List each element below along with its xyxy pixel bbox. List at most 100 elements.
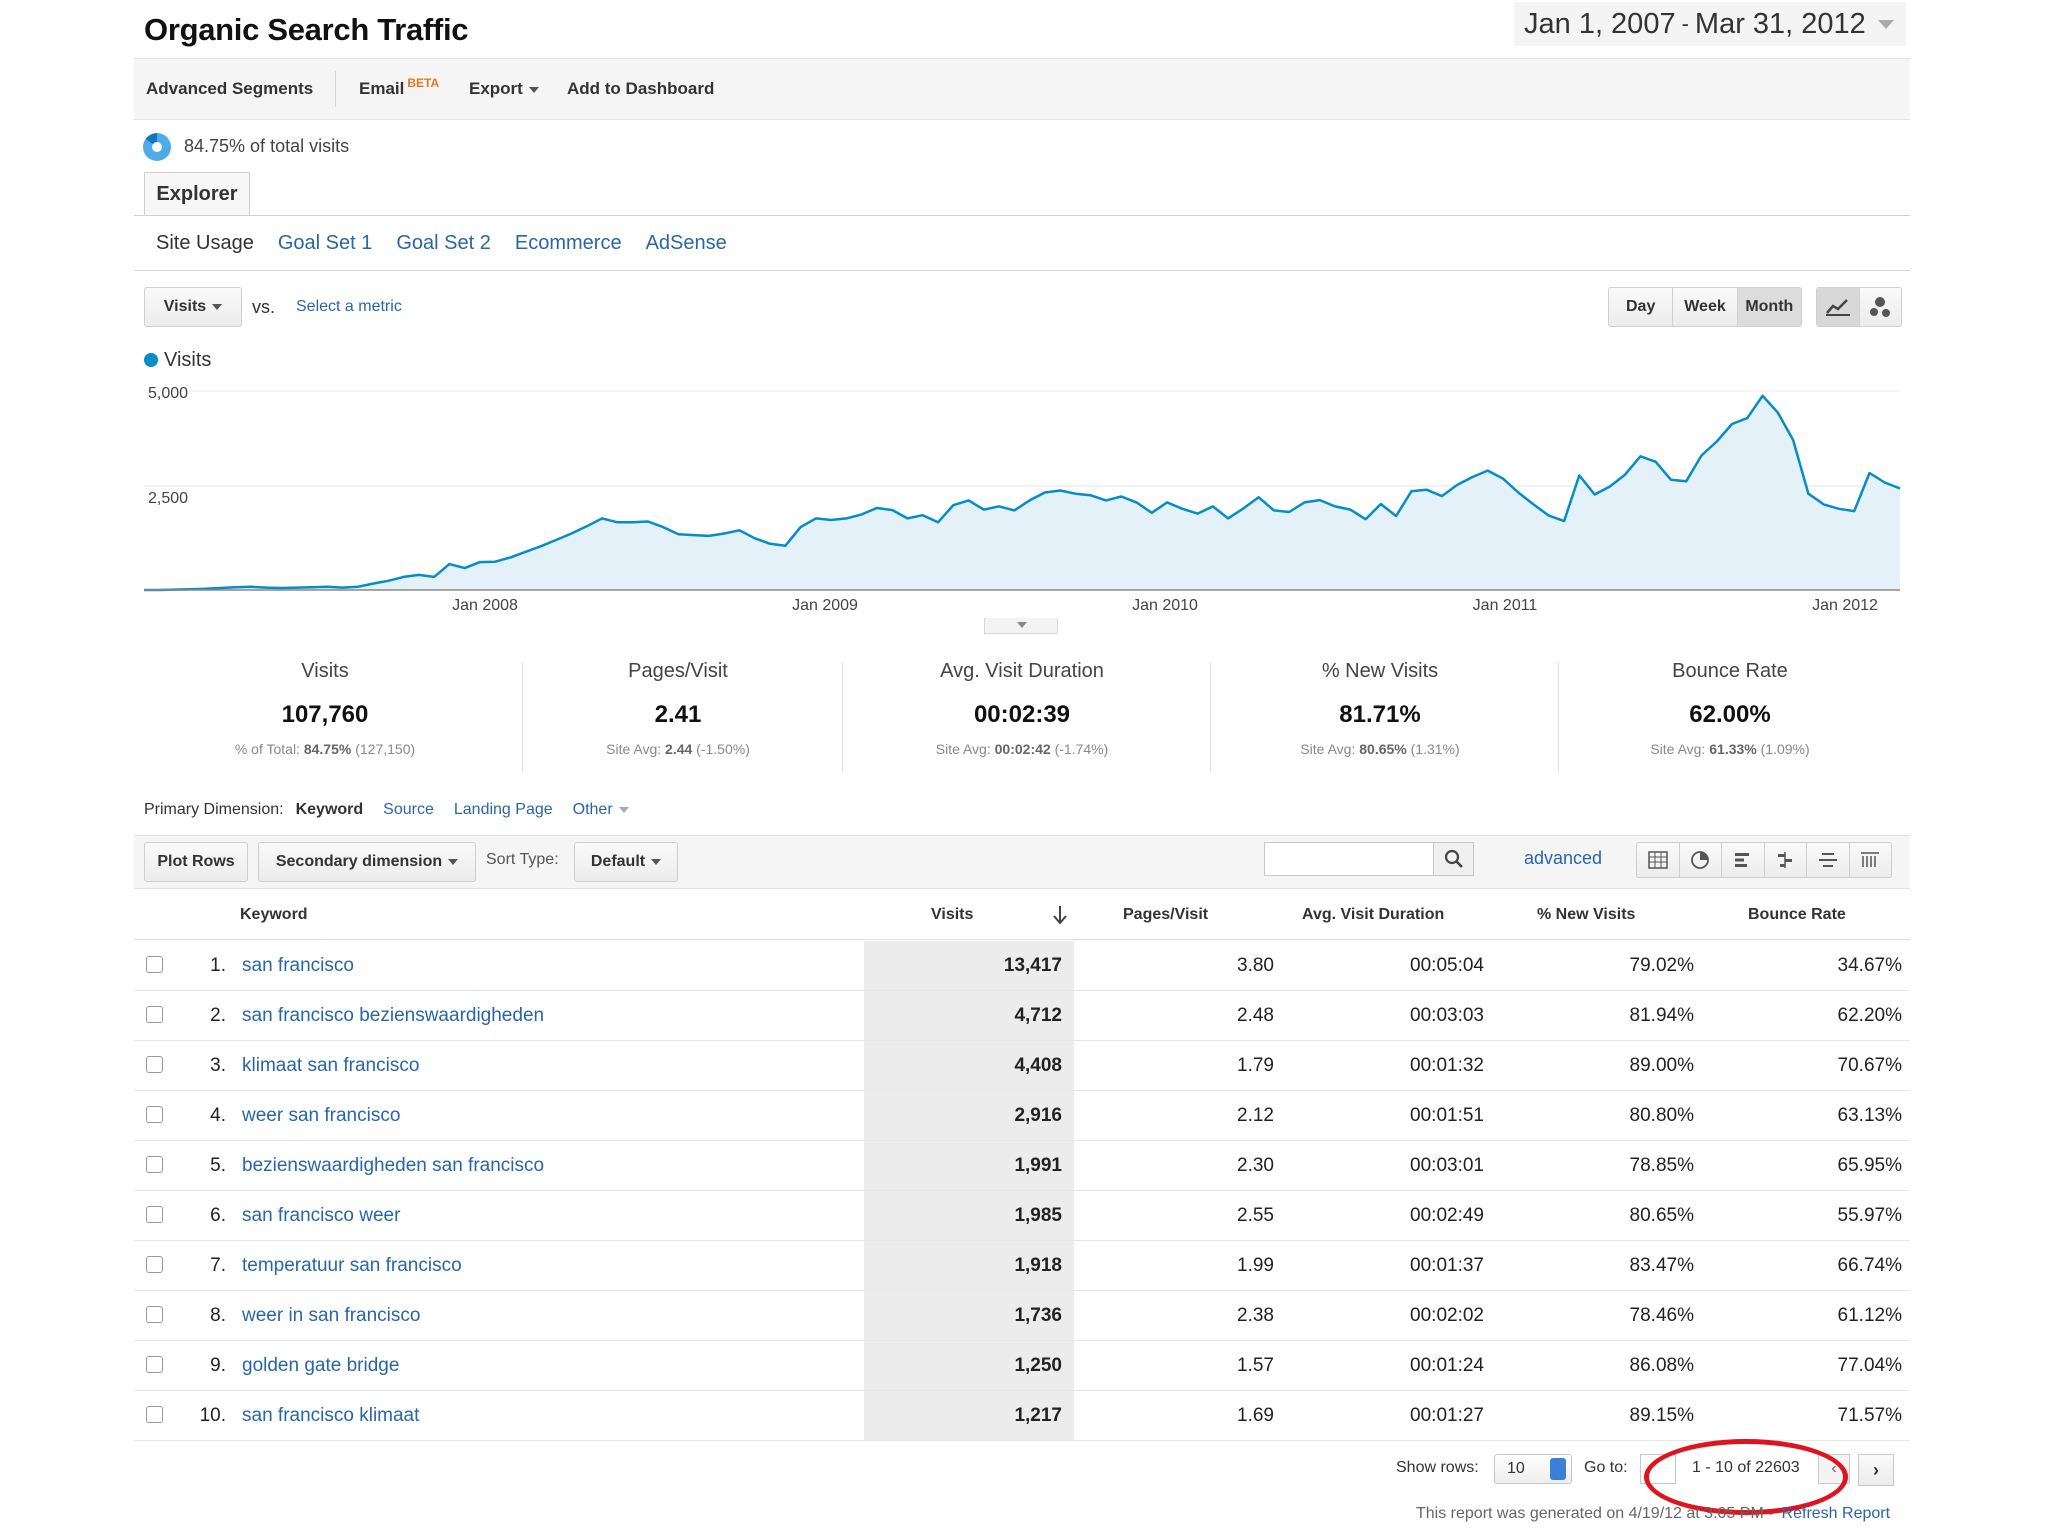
scorecard-label: Pages/Visit	[628, 660, 728, 682]
line-chart-button[interactable]	[1817, 288, 1859, 326]
row-checkbox[interactable]	[146, 1406, 163, 1423]
period-week-button[interactable]: Week	[1672, 288, 1737, 326]
keyword-link[interactable]: weer san francisco	[242, 1105, 401, 1126]
total-visits-share: 84.75% of total visits	[184, 136, 350, 156]
table-row: 8. weer in san francisco 1,736 2.38 00:02:02…	[134, 1291, 1910, 1341]
add-to-dashboard-button[interactable]: Add to Dashboard	[567, 79, 715, 98]
col-pages-visit[interactable]: Pages/Visit	[1123, 906, 1209, 923]
cell-new-visits: 79.02%	[1629, 955, 1694, 976]
scorecard-sub: % of Total: 84.75% (127,150)	[234, 741, 416, 757]
cell-new-visits: 78.46%	[1629, 1305, 1694, 1326]
y-tick-label: 2,500	[148, 490, 188, 507]
period-day-button[interactable]: Day	[1609, 288, 1673, 326]
email-button[interactable]: Email BETA	[359, 76, 439, 99]
keyword-link[interactable]: san francisco bezienswaardigheden	[242, 1005, 545, 1026]
dimension-source[interactable]: Source	[383, 801, 434, 818]
pivot-icon	[1861, 852, 1880, 867]
chevron-down-icon	[1877, 19, 1894, 29]
scorecard-label: % New Visits	[1321, 660, 1439, 682]
row-number: 5.	[210, 1155, 226, 1176]
row-checkbox[interactable]	[146, 1256, 163, 1273]
plot-rows-button[interactable]: Plot Rows	[144, 842, 248, 882]
sort-type-select[interactable]: Default	[574, 842, 678, 882]
cell-pages-visit: 2.38	[1237, 1305, 1274, 1326]
subtab-adsense[interactable]: AdSense	[645, 232, 727, 254]
advanced-segments-button[interactable]: Advanced Segments	[146, 79, 314, 98]
table-search-input[interactable]	[1264, 842, 1434, 876]
motion-chart-button[interactable]	[1858, 288, 1901, 326]
metric-select-button[interactable]: Visits	[144, 287, 242, 327]
subtab-site-usage[interactable]: Site Usage	[156, 232, 254, 254]
keyword-link[interactable]: klimaat san francisco	[242, 1055, 420, 1076]
tab-explorer[interactable]: Explorer	[144, 172, 250, 216]
row-checkbox[interactable]	[146, 1156, 163, 1173]
x-tick-label: Jan 2009	[792, 597, 858, 614]
visits-column-bg	[864, 1391, 1074, 1440]
refresh-report-link[interactable]: Refresh Report	[1781, 1505, 1891, 1522]
dimension-other[interactable]: Other	[573, 801, 629, 819]
date-start: Jan 1, 2007	[1524, 7, 1676, 40]
cell-visits: 1,250	[1014, 1355, 1062, 1376]
row-checkbox[interactable]	[146, 1056, 163, 1073]
keyword-link[interactable]: san francisco	[242, 955, 354, 976]
col-keyword[interactable]: Keyword	[240, 906, 308, 923]
dimension-landing-page[interactable]: Landing Page	[453, 801, 553, 818]
table-row: 2. san francisco bezienswaardigheden 4,712…	[134, 991, 1910, 1041]
view-pie-button[interactable]	[1678, 843, 1721, 877]
row-checkbox[interactable]	[146, 956, 163, 973]
keyword-link[interactable]: weer in san francisco	[242, 1305, 421, 1326]
chevron-down-icon	[618, 806, 629, 813]
sort-type-label: Sort Type:	[486, 851, 559, 868]
cell-visits: 13,417	[1003, 955, 1062, 976]
keyword-link[interactable]: bezienswaardigheden san francisco	[242, 1155, 545, 1176]
chart-type-toggle	[1816, 287, 1902, 327]
cell-bounce-rate: 63.13%	[1837, 1105, 1902, 1126]
secondary-dimension-button[interactable]: Secondary dimension	[258, 842, 476, 882]
view-term-cloud-button[interactable]	[1806, 843, 1849, 877]
row-checkbox[interactable]	[146, 1106, 163, 1123]
sort-descending-icon[interactable]	[1052, 905, 1068, 925]
col-bounce-rate[interactable]: Bounce Rate	[1748, 906, 1846, 923]
row-checkbox[interactable]	[146, 1006, 163, 1023]
y-tick-label: 5,000	[148, 385, 188, 402]
col-avg-duration[interactable]: Avg. Visit Duration	[1302, 906, 1445, 923]
term-cloud-icon	[1818, 853, 1837, 867]
chart-collapse-handle[interactable]	[984, 618, 1058, 634]
col-new-visits[interactable]: % New Visits	[1537, 906, 1636, 923]
select-metric-link[interactable]: Select a metric	[296, 298, 402, 315]
x-tick-label: Jan 2012	[1812, 597, 1878, 614]
view-table-button[interactable]	[1637, 843, 1679, 877]
view-performance-button[interactable]	[1721, 843, 1764, 877]
cell-avg-duration: 00:02:02	[1410, 1305, 1484, 1326]
scorecard-avg-duration: Avg. Visit Duration 00:02:39 Site Avg: 0…	[852, 660, 1192, 770]
keyword-link[interactable]: golden gate bridge	[242, 1355, 400, 1376]
row-checkbox[interactable]	[146, 1206, 163, 1223]
subtab-goal-set-2[interactable]: Goal Set 2	[396, 232, 491, 254]
cell-visits: 1,918	[1014, 1255, 1062, 1276]
search-button[interactable]	[1434, 842, 1474, 876]
view-comparison-button[interactable]	[1763, 843, 1806, 877]
pie-chart-icon	[1691, 851, 1710, 869]
row-number: 6.	[210, 1205, 226, 1226]
subtab-ecommerce[interactable]: Ecommerce	[514, 232, 622, 254]
keyword-link[interactable]: san francisco weer	[242, 1205, 401, 1226]
row-checkbox[interactable]	[146, 1356, 163, 1373]
export-button[interactable]: Export	[469, 79, 539, 99]
advanced-filter-link[interactable]: advanced	[1524, 848, 1603, 868]
keyword-link[interactable]: temperatuur san francisco	[242, 1255, 462, 1276]
view-pivot-button[interactable]	[1848, 843, 1891, 877]
row-checkbox[interactable]	[146, 1306, 163, 1323]
keyword-link[interactable]: san francisco klimaat	[242, 1405, 420, 1426]
cell-visits: 1,991	[1014, 1155, 1062, 1176]
table-header: Keyword Visits Pages/Visit Avg. Visit Du…	[134, 890, 1910, 940]
cell-avg-duration: 00:01:24	[1410, 1355, 1484, 1376]
cell-pages-visit: 2.55	[1237, 1205, 1274, 1226]
date-range-picker[interactable]: Jan 1, 2007 - Mar 31, 2012	[1514, 2, 1906, 46]
col-visits[interactable]: Visits	[931, 906, 974, 923]
subtab-goal-set-1[interactable]: Goal Set 1	[277, 232, 373, 254]
toolbar-divider	[335, 71, 336, 107]
dimension-keyword[interactable]: Keyword	[295, 801, 364, 818]
period-month-button[interactable]: Month	[1736, 288, 1801, 326]
next-page-button[interactable]: ›	[1858, 1454, 1894, 1486]
segment-pie-icon	[143, 133, 171, 161]
